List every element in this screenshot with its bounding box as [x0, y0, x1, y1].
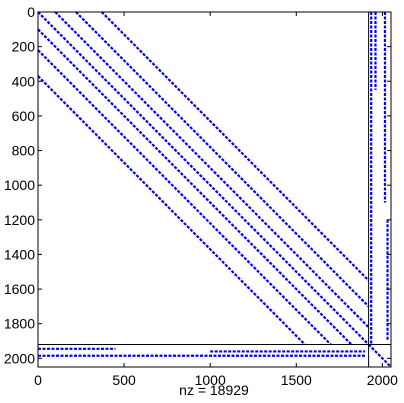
y-tick-label: 800: [12, 143, 36, 159]
y-tick-label: 1600: [4, 281, 35, 297]
x-tick-label: 2000: [367, 372, 398, 388]
y-tick-label: 1000: [4, 177, 35, 193]
y-tick-label: 1400: [4, 246, 35, 262]
x-tick-label: 500: [112, 372, 136, 388]
nonzero-band: [37, 75, 306, 346]
y-tick-label: 200: [12, 39, 36, 55]
x-tick-label: 0: [34, 372, 42, 388]
x-tick-label: 1000: [195, 372, 226, 388]
y-tick-label: 400: [12, 73, 36, 89]
x-axis-label: nz = 18929: [179, 382, 249, 398]
nonzero-band: [37, 28, 353, 346]
nonzero-band: [75, 11, 370, 308]
nonzero-band: [37, 49, 332, 346]
x-tick-label: 1500: [281, 372, 312, 388]
y-tick-label: 600: [12, 108, 36, 124]
nonzero-band: [100, 11, 370, 282]
y-tick-label: 0: [27, 4, 35, 20]
nonzero-band: [367, 343, 392, 368]
y-tick-label: 2000: [4, 350, 35, 366]
axes-box: [37, 11, 392, 368]
y-tick-label: 1200: [4, 212, 35, 228]
nonzero-band: [54, 11, 370, 328]
nonzero-band: [37, 11, 370, 346]
y-tick-label: 1800: [4, 316, 35, 332]
